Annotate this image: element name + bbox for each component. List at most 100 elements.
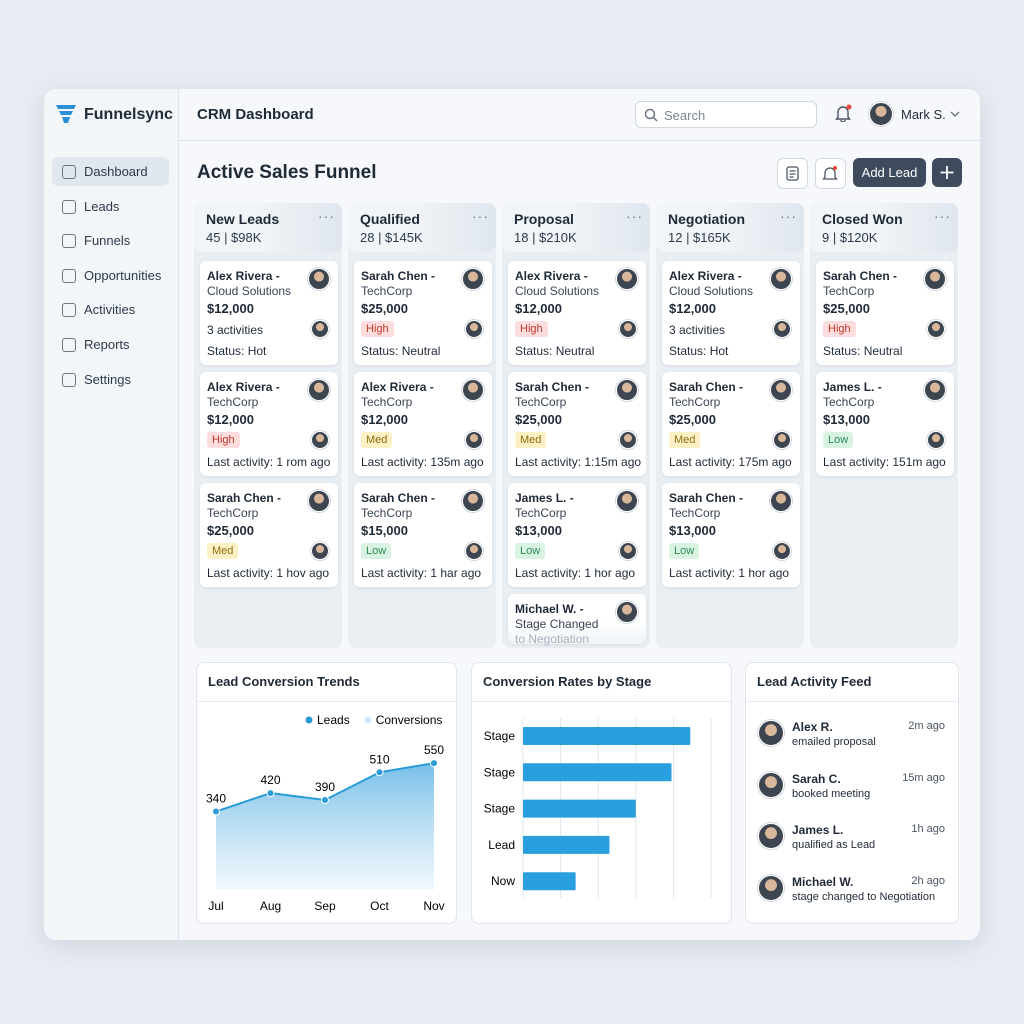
lead-name: Alex Rivera - xyxy=(515,269,588,283)
nav-item[interactable]: Activities xyxy=(52,295,169,324)
priority-tag: Med xyxy=(207,543,239,559)
panel-divider xyxy=(196,701,456,702)
lead-detail: to Negotiation xyxy=(515,632,590,646)
owner-avatar xyxy=(465,542,483,560)
owner-avatar xyxy=(465,320,483,338)
lead-amount: $25,000 xyxy=(361,301,408,316)
lead-note: 3 activities xyxy=(207,323,264,337)
feed-avatar xyxy=(758,823,784,849)
owner-avatar xyxy=(311,431,329,449)
lead-amount: $25,000 xyxy=(669,412,716,427)
lead-avatar xyxy=(770,490,792,512)
owner-avatar xyxy=(773,431,791,449)
lead-footer: Last activity: 151m ago xyxy=(823,455,946,469)
lead-name: Alex Rivera - xyxy=(361,380,434,394)
feed-name: Alex R. xyxy=(792,720,833,734)
column-header xyxy=(810,203,958,252)
lead-amount: $25,000 xyxy=(823,301,870,316)
column-name: Negotiation xyxy=(668,211,745,227)
notes-button[interactable] xyxy=(777,158,808,189)
alerts-button[interactable] xyxy=(815,158,846,189)
user-name[interactable]: Mark S. xyxy=(901,107,946,122)
owner-avatar xyxy=(311,320,329,338)
lead-amount: $13,000 xyxy=(515,523,562,538)
feed-name: Sarah C. xyxy=(792,771,841,786)
lead-footer: Status: Hot xyxy=(669,344,729,358)
lead-avatar xyxy=(924,268,946,290)
column-header xyxy=(502,203,650,252)
nav-icon xyxy=(62,199,76,214)
add-lead-button[interactable]: Add Lead xyxy=(853,158,926,187)
column-menu[interactable]: ··· xyxy=(318,208,335,224)
lead-note: 3 activities xyxy=(669,323,726,337)
user-avatar[interactable] xyxy=(869,102,893,126)
lead-company: Stage Changed xyxy=(515,617,599,631)
column-menu[interactable]: ··· xyxy=(780,208,797,224)
lead-avatar xyxy=(462,268,484,290)
lead-name: Sarah Chen - xyxy=(361,491,436,505)
lead-avatar xyxy=(308,268,330,290)
column-menu[interactable]: ··· xyxy=(472,208,489,224)
lead-company: TechCorp xyxy=(669,506,721,520)
priority-tag: Med xyxy=(515,432,547,448)
logo xyxy=(56,105,76,123)
lead-amount: $12,000 xyxy=(669,301,716,316)
lead-company: TechCorp xyxy=(207,395,259,409)
feed-time: 2h ago xyxy=(911,874,945,887)
lead-name: Sarah Chen - xyxy=(669,380,744,394)
lead-avatar xyxy=(308,379,330,401)
feed-avatar xyxy=(758,771,784,798)
lead-footer: Last activity: 1 har ago xyxy=(361,566,482,580)
column-name: Closed Won xyxy=(822,211,903,227)
priority-tag: High xyxy=(361,321,394,337)
feed-avatar xyxy=(758,874,784,901)
nav-icon xyxy=(62,303,76,318)
column-menu[interactable]: ··· xyxy=(934,208,951,224)
owner-avatar xyxy=(311,542,329,560)
lead-name: Sarah Chen - xyxy=(669,491,744,505)
nav-item[interactable]: Settings xyxy=(52,365,169,394)
feed-avatar xyxy=(758,720,784,746)
nav-item[interactable]: Funnels xyxy=(52,226,169,255)
nav-item[interactable]: Opportunities xyxy=(52,261,169,290)
plus-button[interactable] xyxy=(932,158,962,187)
nav-item[interactable]: Reports xyxy=(52,330,169,359)
lead-avatar xyxy=(616,268,638,290)
nav-item[interactable]: Leads xyxy=(52,192,169,221)
lead-footer: Last activity: 1 rom ago xyxy=(207,455,331,469)
panel-divider xyxy=(745,701,958,702)
lead-footer: Status: Hot xyxy=(207,344,267,358)
lead-name: James L. - xyxy=(823,380,882,394)
lead-name: Michael W. - xyxy=(515,602,584,616)
column-summary: 28 | $145K xyxy=(360,230,423,245)
priority-tag: Med xyxy=(669,432,701,448)
priority-tag: High xyxy=(207,432,240,448)
lead-name: Sarah Chen - xyxy=(823,269,898,283)
owner-avatar xyxy=(927,431,945,449)
lead-footer: Status: Neutral xyxy=(361,344,441,358)
header-divider xyxy=(178,140,980,141)
lead-avatar xyxy=(616,601,638,623)
lead-footer: Status: Neutral xyxy=(515,344,595,358)
owner-avatar xyxy=(619,431,637,449)
chart-panel xyxy=(471,662,732,924)
nav-item[interactable]: Dashboard xyxy=(52,157,169,186)
user-chevron[interactable] xyxy=(949,109,961,119)
lead-amount: $25,000 xyxy=(515,412,562,427)
lead-footer: Last activity: 135m ago xyxy=(361,455,484,469)
priority-tag: High xyxy=(515,321,548,337)
search-box[interactable]: Search xyxy=(635,101,817,128)
column-menu[interactable]: ··· xyxy=(626,208,643,224)
column-name: Proposal xyxy=(514,211,574,227)
notification-bell[interactable] xyxy=(834,104,852,122)
lead-name: Sarah Chen - xyxy=(361,269,436,283)
priority-tag: High xyxy=(823,321,856,337)
lead-name: Sarah Chen - xyxy=(207,491,282,505)
feed-action: qualified as Lead xyxy=(792,839,876,851)
column-header xyxy=(194,203,342,252)
lead-footer: Last activity: 1:15m ago xyxy=(515,455,642,469)
chart-title: Conversion Rates by Stage xyxy=(483,674,652,689)
lead-company: Cloud Solutions xyxy=(515,284,600,298)
lead-footer: Last activity: 1 hov ago xyxy=(207,566,330,580)
